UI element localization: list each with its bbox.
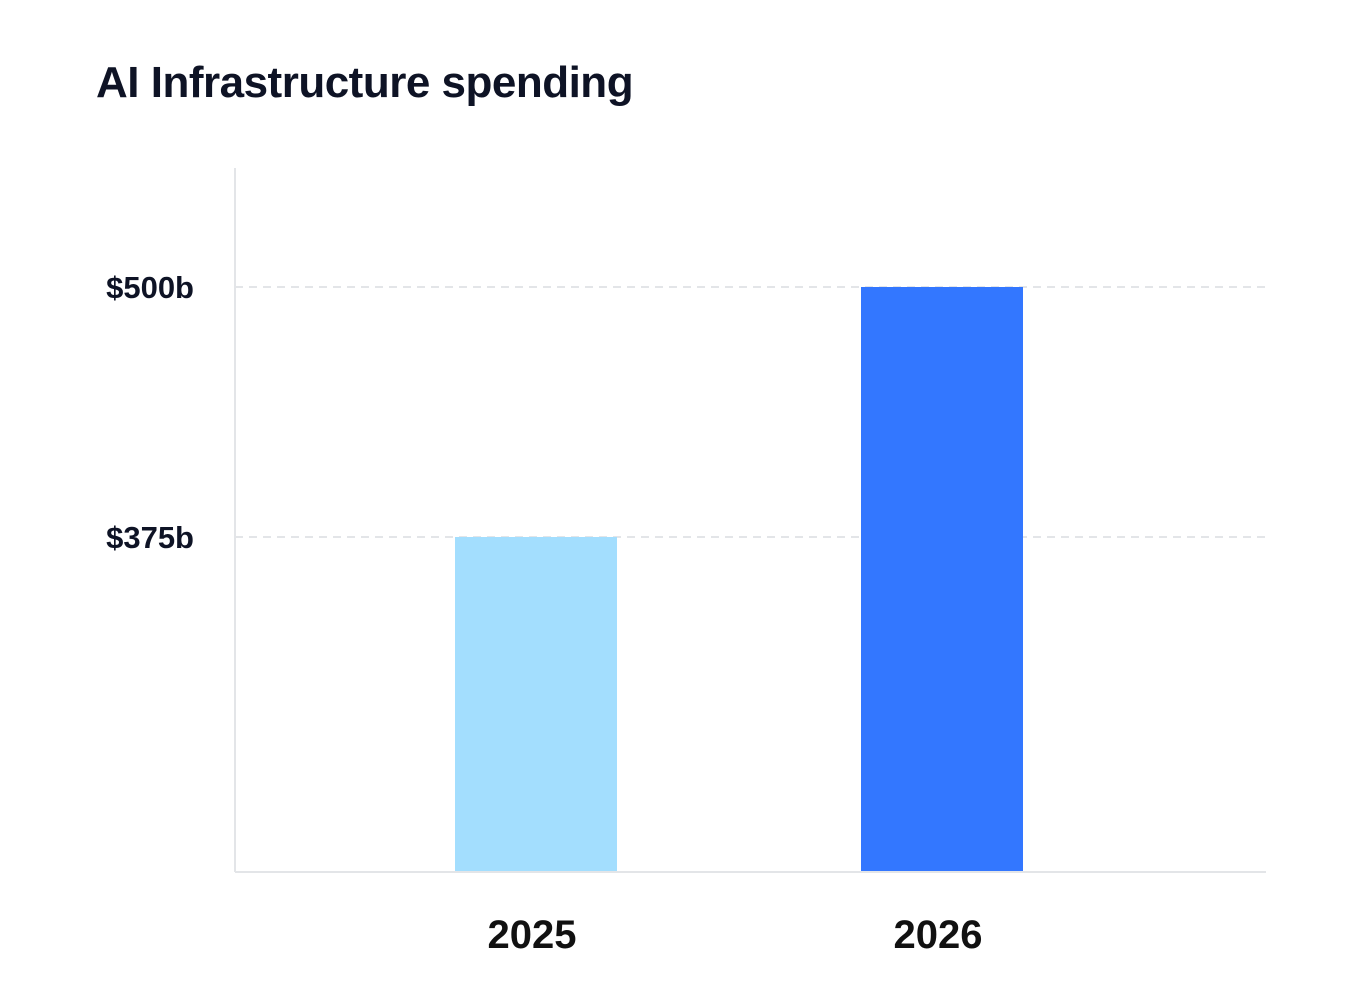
y-tick-label: $500b: [106, 270, 194, 305]
x-tick-label: 2025: [488, 913, 577, 957]
chart-title: AI Infrastructure spending: [96, 58, 634, 107]
y-tick-label: $375b: [106, 520, 194, 555]
x-tick-label: 2026: [894, 913, 983, 957]
bar-2025: [455, 537, 617, 872]
bar-2026: [861, 287, 1023, 872]
